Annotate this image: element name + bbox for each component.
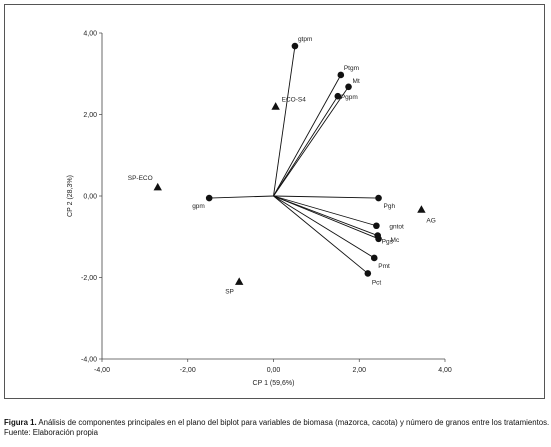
vector-line [273,195,379,199]
vector-point [364,270,372,277]
vector-line [273,195,377,227]
vector-line [273,195,375,259]
vector-line [273,195,379,240]
vector-label: gtpm [298,36,312,43]
caption-source: Fuente: Elaboración propia [4,428,98,437]
treatment-point [417,205,426,213]
biplot-chart: -4,00 -2,00 0,00 2,00 4,00 -4,00 -2,00 0,00 2,00… [67,31,452,388]
caption-figure-label: Figura 1. [4,418,37,427]
y-tick-label: 0,00 [83,194,97,201]
y-axis-title: CP 2 (28,3%) [67,175,74,217]
y-tick-label: 2,00 [83,112,97,119]
vector-point [375,194,382,202]
vector-point [373,222,380,230]
y-tick-label: -4,00 [81,357,97,364]
vector-line [273,95,339,197]
caption-line: Figura 1. Análisis de componentes princi… [4,418,549,428]
vector-line [273,74,342,197]
treatment-label: AG [426,217,435,224]
x-axis-title: CP 1 (59,6%) [253,380,295,387]
vector-point [334,92,342,100]
vector-label: Mc [391,237,400,244]
vector-line [273,195,369,274]
vector-label: Pgs [382,239,394,246]
x-tick-label: -2,00 [180,367,196,374]
caption-text: Análisis de componentes principales en e… [38,418,550,427]
x-tick-label: 4,00 [438,367,452,374]
vector-point [291,42,299,50]
treatment-label: SP [225,289,234,296]
vector-label: Ptgm [344,65,359,72]
vector-point [345,83,352,91]
vector-label: Pct [372,279,382,286]
y-tick-label: -2,00 [81,275,97,282]
figure-frame: -4,00 -2,00 0,00 2,00 4,00 -4,00 -2,00 0,00 2,00… [4,4,545,399]
vector-line [273,45,296,197]
x-tick-label: 2,00 [352,367,366,374]
treatment-label: ECO-S4 [282,96,307,103]
y-tick-label: 4,00 [83,31,97,38]
vector-label: gntot [389,224,404,231]
treatment-point [235,277,244,285]
vector-label: Pgpm [341,94,358,101]
treatment-label: SP-ECO [128,175,153,182]
vector-point [375,235,382,243]
vector-line [273,86,349,197]
x-tick-label: 0,00 [267,367,281,374]
vector-point [205,194,213,202]
treatment-point [271,102,280,110]
vector-point [337,71,345,79]
vector-line [209,195,274,199]
x-tick-label: -4,00 [94,367,110,374]
vector-label: Pmt [378,263,390,270]
vector-label: Mt [353,78,360,85]
vector-label: gpm [192,203,205,210]
treatment-point [153,182,162,191]
vector-label: Pgh [384,203,396,210]
vector-point [370,254,378,262]
figure-caption: Figura 1. Análisis de componentes princi… [4,418,549,438]
